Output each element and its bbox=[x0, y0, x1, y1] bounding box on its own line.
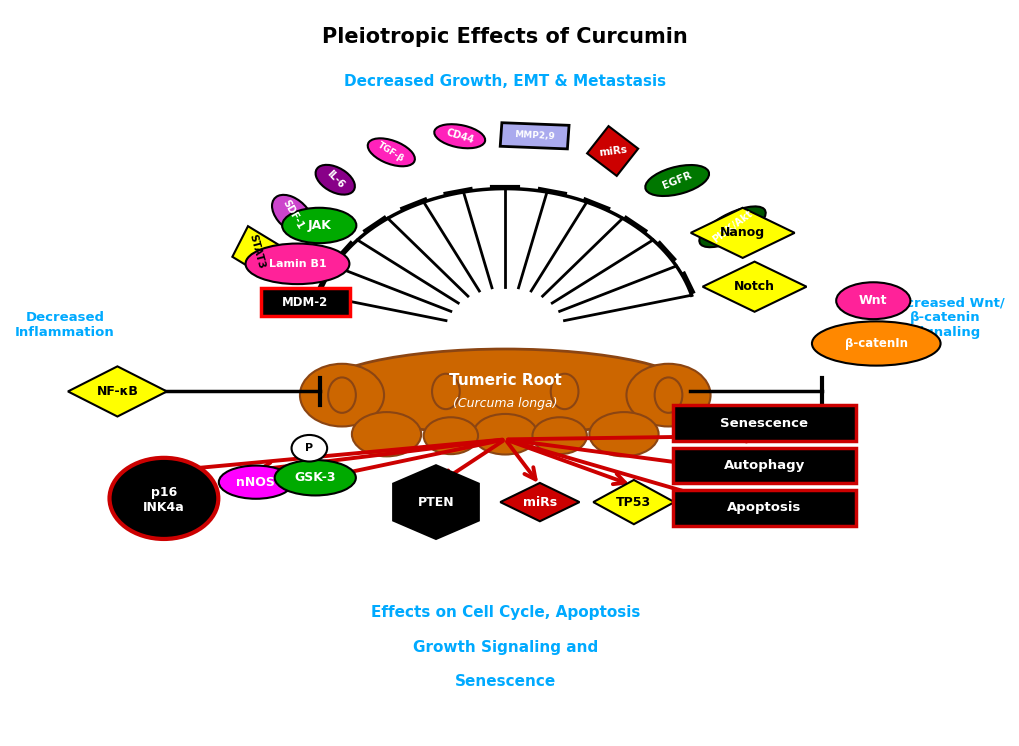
Text: NF-κB: NF-κB bbox=[97, 385, 139, 398]
Bar bbox=[261, 288, 350, 316]
Text: STAT3: STAT3 bbox=[248, 233, 266, 270]
Text: p16: p16 bbox=[151, 486, 177, 499]
Text: SDF-1: SDF-1 bbox=[280, 198, 305, 231]
Text: Autophagy: Autophagy bbox=[723, 459, 804, 471]
Polygon shape bbox=[587, 126, 638, 176]
Text: PI3K/Akt: PI3K/Akt bbox=[710, 209, 754, 245]
Text: JAK: JAK bbox=[307, 219, 331, 232]
Text: Pleiotropic Effects of Curcumin: Pleiotropic Effects of Curcumin bbox=[322, 28, 688, 47]
Ellipse shape bbox=[473, 414, 537, 454]
Text: Effects on Cell Cycle, Apoptosis: Effects on Cell Cycle, Apoptosis bbox=[370, 605, 639, 620]
Ellipse shape bbox=[699, 207, 765, 247]
Ellipse shape bbox=[282, 208, 356, 243]
Polygon shape bbox=[690, 208, 794, 258]
Ellipse shape bbox=[315, 165, 355, 195]
Text: Lamin B1: Lamin B1 bbox=[268, 259, 326, 269]
Text: Growth Signaling and: Growth Signaling and bbox=[413, 640, 597, 655]
Ellipse shape bbox=[246, 243, 350, 284]
Text: TP53: TP53 bbox=[615, 495, 651, 509]
Ellipse shape bbox=[645, 165, 708, 196]
Polygon shape bbox=[593, 480, 674, 524]
Text: miRs: miRs bbox=[523, 495, 556, 509]
Text: TGF-β: TGF-β bbox=[376, 141, 406, 164]
Ellipse shape bbox=[300, 364, 384, 427]
Polygon shape bbox=[499, 122, 569, 149]
Text: Notch: Notch bbox=[734, 280, 774, 293]
Ellipse shape bbox=[434, 124, 485, 148]
Ellipse shape bbox=[352, 412, 421, 457]
Bar bbox=[673, 406, 855, 441]
Bar bbox=[673, 490, 855, 526]
Circle shape bbox=[109, 458, 218, 539]
Polygon shape bbox=[232, 226, 282, 278]
Text: GSK-3: GSK-3 bbox=[294, 471, 335, 484]
Ellipse shape bbox=[274, 460, 356, 495]
Text: Wnt: Wnt bbox=[858, 294, 887, 307]
Text: MDM-2: MDM-2 bbox=[282, 295, 328, 309]
Text: nNOS: nNOS bbox=[236, 476, 275, 489]
Ellipse shape bbox=[272, 195, 313, 234]
Text: Decreased Growth, EMT & Metastasis: Decreased Growth, EMT & Metastasis bbox=[343, 74, 665, 89]
Text: Decreased
Inflammation: Decreased Inflammation bbox=[15, 311, 115, 339]
Text: Senescence: Senescence bbox=[454, 674, 555, 689]
Text: INK4a: INK4a bbox=[143, 501, 184, 514]
Ellipse shape bbox=[317, 349, 693, 434]
Text: Apoptosis: Apoptosis bbox=[727, 501, 801, 515]
Text: (Curcuma longa): (Curcuma longa) bbox=[452, 398, 557, 410]
Circle shape bbox=[291, 435, 327, 462]
Text: β-catenIn: β-catenIn bbox=[844, 337, 907, 350]
Text: IL-6: IL-6 bbox=[324, 169, 345, 190]
Ellipse shape bbox=[626, 364, 710, 427]
Ellipse shape bbox=[589, 412, 658, 457]
Text: Senescence: Senescence bbox=[719, 417, 808, 430]
Ellipse shape bbox=[811, 322, 940, 366]
Text: Tumeric Root: Tumeric Root bbox=[448, 373, 561, 388]
Text: P: P bbox=[305, 443, 313, 454]
Text: miRs: miRs bbox=[597, 144, 627, 157]
Polygon shape bbox=[499, 483, 579, 521]
Text: Decreased Wnt/
β-catenin
Signaling: Decreased Wnt/ β-catenin Signaling bbox=[886, 296, 1004, 339]
Text: Nanog: Nanog bbox=[719, 226, 764, 239]
Text: CD44: CD44 bbox=[444, 128, 475, 145]
Polygon shape bbox=[702, 262, 806, 312]
Ellipse shape bbox=[368, 138, 415, 166]
Text: EGFR: EGFR bbox=[660, 170, 693, 191]
Ellipse shape bbox=[836, 282, 910, 319]
Polygon shape bbox=[392, 466, 478, 539]
Ellipse shape bbox=[423, 417, 478, 454]
Bar bbox=[673, 448, 855, 483]
Ellipse shape bbox=[532, 417, 586, 454]
Text: MMP2,9: MMP2,9 bbox=[514, 131, 554, 141]
Polygon shape bbox=[68, 366, 167, 416]
Text: PTEN: PTEN bbox=[417, 495, 453, 509]
Ellipse shape bbox=[219, 466, 292, 499]
